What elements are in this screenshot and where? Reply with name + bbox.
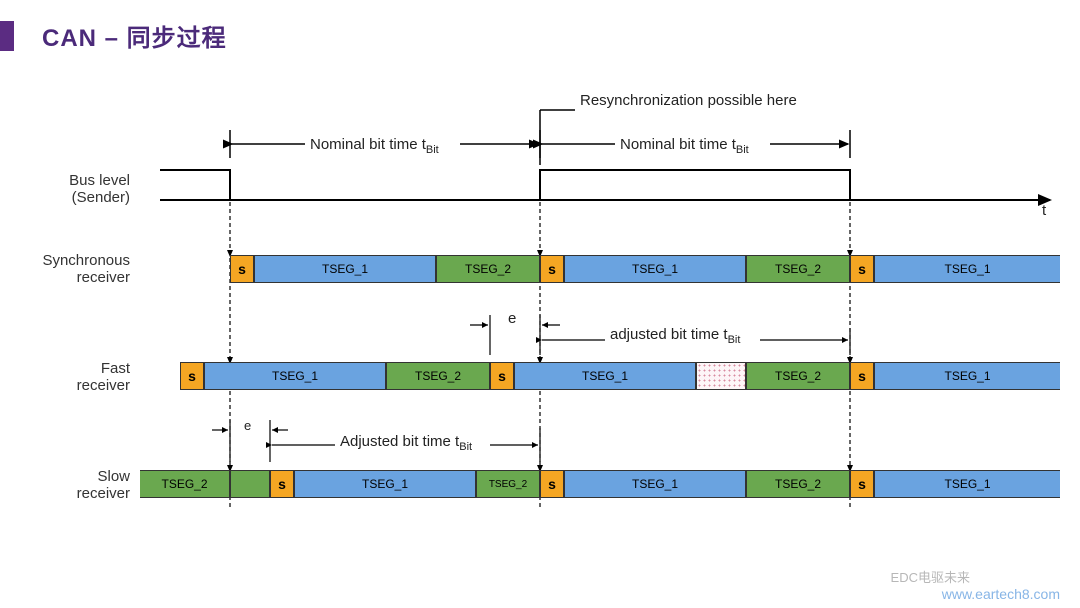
watermark-text-2: www.eartech8.com	[942, 586, 1060, 602]
tseg2-seg: TSEG_2	[436, 255, 540, 283]
tseg1-seg: TSEG_1	[294, 470, 476, 498]
slow-receiver-label: Slow receiver	[10, 468, 130, 502]
tseg1-seg: TSEG_1	[254, 255, 436, 283]
tseg2-seg: TSEG_2	[476, 470, 540, 498]
accent-bar	[0, 21, 14, 51]
timing-diagram: Bus level (Sender) Synchronous receiver …	[140, 100, 1060, 550]
tseg2-seg: TSEG_2	[140, 470, 230, 498]
sync-seg: s	[850, 362, 874, 390]
sync-seg: s	[540, 470, 564, 498]
sync-seg: s	[180, 362, 204, 390]
page-title: CAN – 同步过程	[42, 18, 227, 53]
tseg1-seg: TSEG_1	[514, 362, 696, 390]
bus-level-label: Bus level (Sender)	[10, 172, 130, 206]
tseg2-seg: TSEG_2	[746, 470, 850, 498]
title-bar: CAN – 同步过程	[0, 18, 227, 53]
tseg2-seg	[230, 470, 270, 498]
sync-seg: s	[850, 255, 874, 283]
extension-seg	[696, 362, 746, 390]
sync-seg: s	[490, 362, 514, 390]
sync-seg: s	[270, 470, 294, 498]
watermark-text-1: EDC电驱未来	[891, 567, 970, 586]
sync-receiver-label: Synchronous receiver	[10, 252, 130, 286]
tseg1-seg: TSEG_1	[874, 255, 1060, 283]
tseg2-seg: TSEG_2	[746, 255, 850, 283]
sync-seg: s	[540, 255, 564, 283]
tseg2-seg: TSEG_2	[386, 362, 490, 390]
tseg2-seg: TSEG_2	[746, 362, 850, 390]
sync-seg: s	[230, 255, 254, 283]
tseg1-seg: TSEG_1	[874, 470, 1060, 498]
fast-receiver-label: Fast receiver	[10, 360, 130, 394]
tseg1-seg: TSEG_1	[874, 362, 1060, 390]
tseg1-seg: TSEG_1	[564, 470, 746, 498]
sync-seg: s	[850, 470, 874, 498]
tseg1-seg: TSEG_1	[204, 362, 386, 390]
tseg1-seg: TSEG_1	[564, 255, 746, 283]
